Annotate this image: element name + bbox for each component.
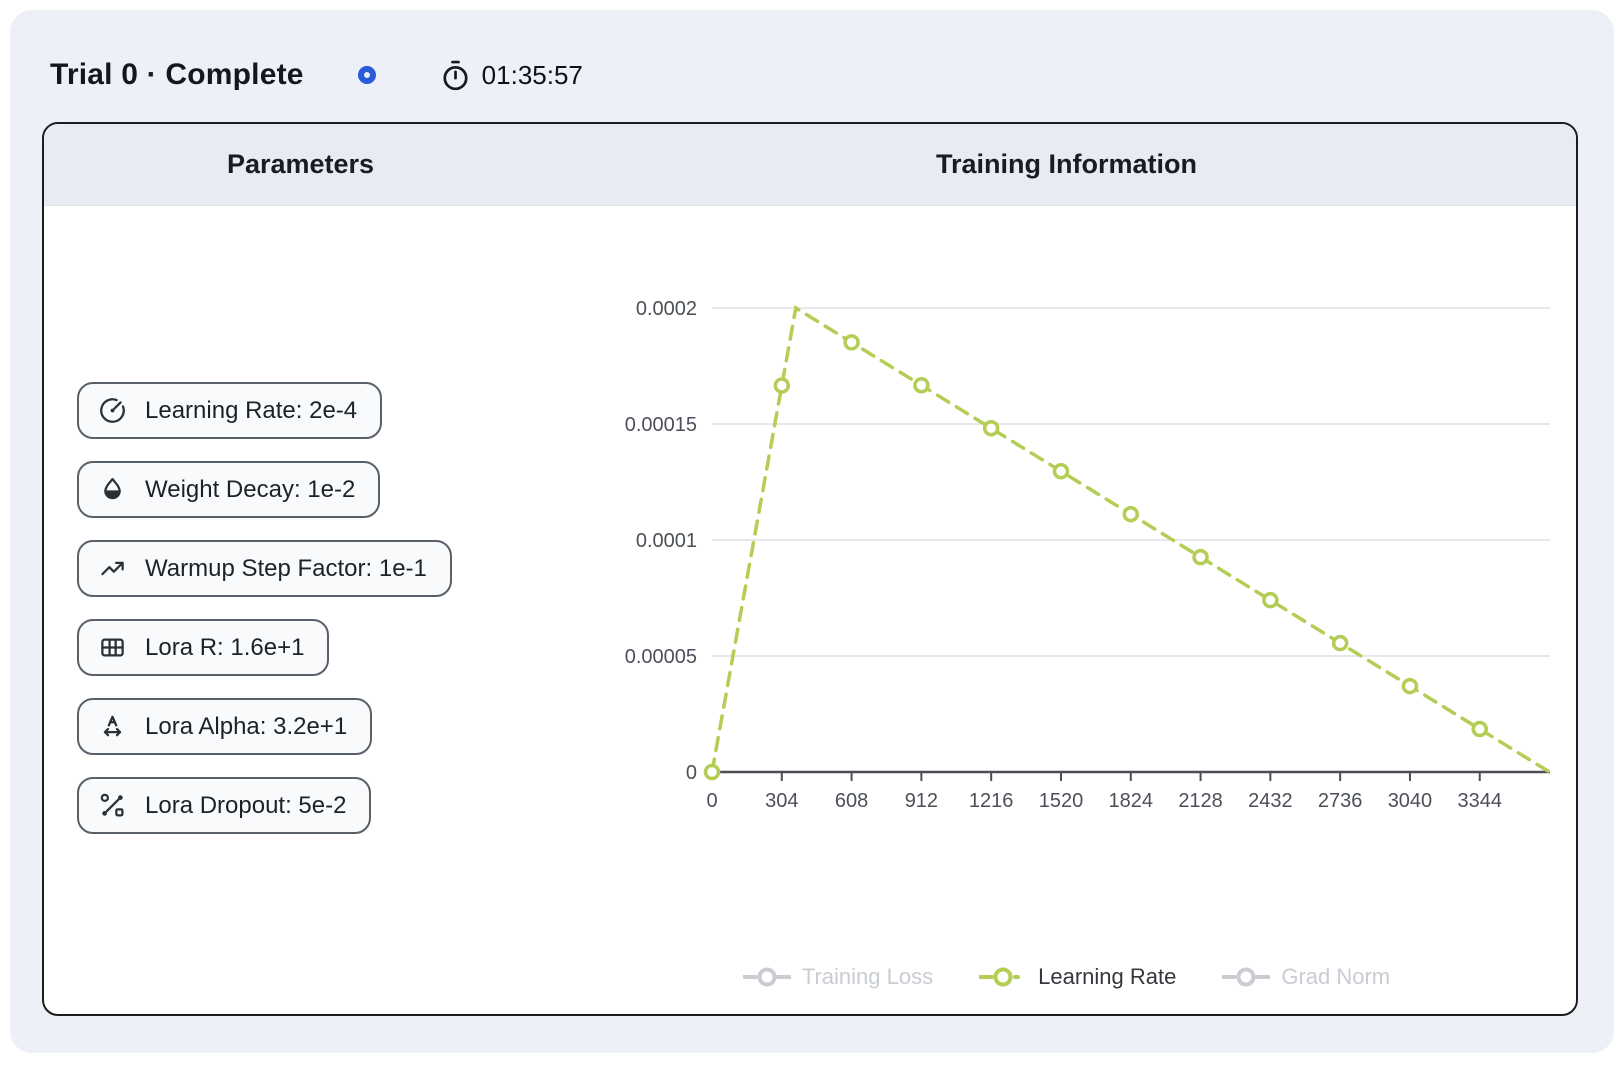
parameter-chip: Warmup Step Factor: 1e-1	[77, 540, 452, 597]
dropout-icon	[100, 793, 124, 817]
card-body: Learning Rate: 2e-4 Weight Decay: 1e-2 War…	[44, 206, 1576, 1012]
training-chart-area: 0 0.00005 0.0001 0.00015 0.0002 0 304 608 912 121…	[557, 206, 1576, 1012]
x-tick-label: 2432	[1248, 790, 1293, 812]
y-tick-label: 0	[686, 762, 697, 784]
x-tick-label: 0	[706, 790, 717, 812]
gauge-icon	[100, 398, 125, 423]
x-tick-label: 608	[835, 790, 868, 812]
legend-item-training-loss[interactable]: Training Loss	[742, 964, 934, 990]
parameter-chip-label: Lora Dropout: 5e-2	[145, 791, 347, 819]
legend-item-learning-rate[interactable]: Learning Rate	[979, 964, 1176, 990]
legend-label: Training Loss	[801, 964, 934, 989]
learning-rate-marker	[773, 377, 791, 394]
x-tick-label: 2736	[1318, 790, 1363, 812]
parameter-chip: Weight Decay: 1e-2	[77, 461, 381, 518]
learning-rate-marker	[1192, 548, 1209, 566]
parameter-chip: Lora Alpha: 3.2e+1	[77, 698, 373, 755]
trial-header: Trial 0 · Complete 01:35:57	[50, 46, 583, 104]
droplet-icon	[104, 478, 121, 500]
legend-marker-icon	[979, 967, 1021, 987]
x-tick-label: 3040	[1388, 790, 1433, 812]
learning-rate-marker	[843, 334, 860, 351]
learning-rate-chart: 0 0.00005 0.0001 0.00015 0.0002 0 304 608 912 121…	[625, 298, 1552, 812]
parameter-chip-label: Lora R: 1.6e+1	[145, 633, 305, 661]
parameter-chip: Lora R: 1.6e+1	[77, 619, 330, 676]
learning-rate-marker	[1331, 634, 1349, 652]
legend-label: Learning Rate	[1038, 964, 1177, 989]
y-tick-label: 0.0002	[636, 298, 697, 320]
card-header: Parameters Training Information	[44, 124, 1576, 206]
y-tick-label: 0.0001	[636, 530, 697, 552]
y-tick-label: 0.00005	[625, 646, 697, 668]
learning-rate-marker	[1401, 677, 1419, 695]
x-tick-label: 3344	[1457, 790, 1502, 812]
table-icon	[101, 638, 124, 657]
training-information-title: Training Information	[936, 149, 1197, 179]
chart-legend: Training Loss Learning Rate Grad Norm	[557, 964, 1576, 990]
parameter-chip-label: Warmup Step Factor: 1e-1	[145, 554, 427, 582]
learning-rate-marker	[1262, 591, 1279, 609]
legend-marker-icon	[742, 967, 791, 987]
parameters-title: Parameters	[226, 149, 375, 179]
learning-rate-marker	[703, 763, 721, 781]
parameters-list: Learning Rate: 2e-4 Weight Decay: 1e-2 War…	[77, 382, 452, 834]
parameter-chip-label: Weight Decay: 1e-2	[145, 475, 356, 503]
learning-rate-marker	[913, 377, 930, 394]
x-tick-label: 1824	[1109, 790, 1154, 812]
parameter-chip: Learning Rate: 2e-4	[77, 382, 383, 439]
progress-ring-icon	[357, 66, 376, 84]
trial-title: Trial 0 · Complete	[50, 58, 304, 91]
legend-label: Grad Norm	[1281, 964, 1391, 989]
x-tick-label: 2128	[1178, 790, 1223, 812]
parameter-chip: Lora Dropout: 5e-2	[77, 777, 372, 834]
learning-rate-marker	[982, 420, 1000, 437]
learning-rate-marker	[1471, 720, 1488, 738]
learning-rate-marker	[1052, 462, 1070, 480]
a-arrows-icon	[103, 715, 122, 737]
elapsed-time-value: 01:35:57	[481, 59, 583, 90]
x-tick-label: 1520	[1039, 790, 1084, 812]
y-tick-label: 0.00015	[625, 414, 697, 436]
parameter-chip-label: Learning Rate: 2e-4	[145, 396, 358, 424]
learning-rate-line	[710, 305, 1552, 774]
parameter-chip-label: Lora Alpha: 3.2e+1	[145, 712, 348, 740]
x-tick-label: 304	[765, 790, 798, 812]
x-tick-label: 1216	[969, 790, 1014, 812]
x-tick-label: 912	[905, 790, 938, 812]
stopwatch-icon	[443, 60, 468, 90]
legend-marker-icon	[1222, 967, 1271, 987]
elapsed-time: 01:35:57	[440, 60, 583, 91]
learning-rate-marker	[1122, 505, 1140, 523]
trending-up-icon	[101, 561, 124, 576]
trial-panel: Trial 0 · Complete 01:35:57 Parameters T…	[10, 10, 1614, 1053]
trial-card: Parameters Training Information Learning…	[42, 122, 1578, 1016]
legend-item-grad-norm[interactable]: Grad Norm	[1222, 964, 1390, 990]
